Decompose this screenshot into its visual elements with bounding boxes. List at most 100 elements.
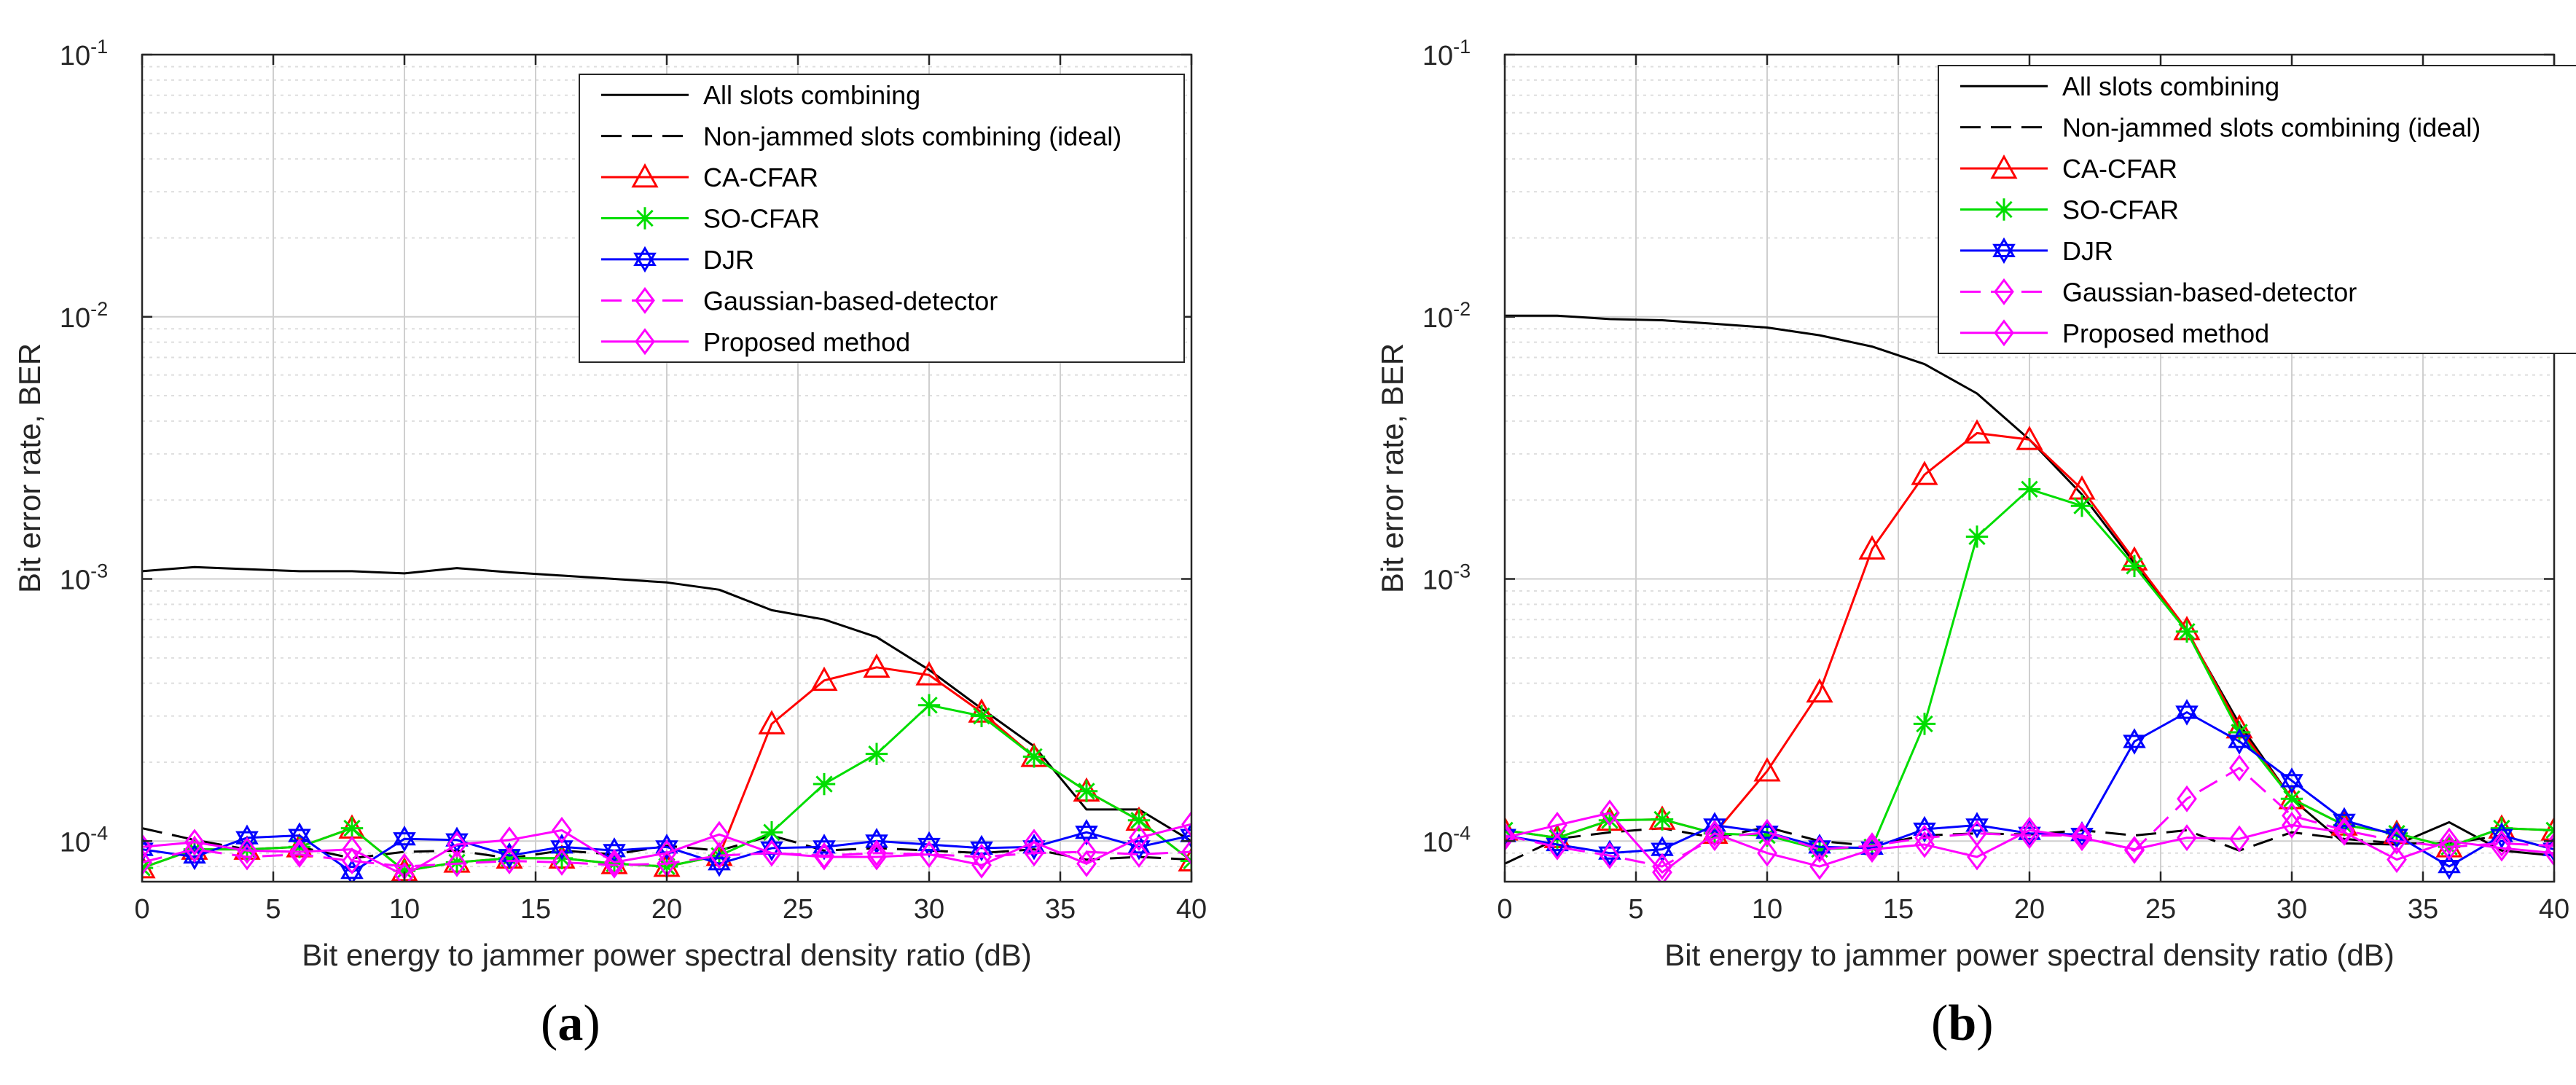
chart-a-series-4-marker-down xyxy=(865,834,888,855)
chart-a-series-3-marker xyxy=(498,847,521,870)
chart-b-series-5-marker xyxy=(2282,802,2302,829)
chart-a-series-4-marker-up xyxy=(1180,822,1191,842)
chart-b-series-5-marker xyxy=(1547,833,1567,861)
chart-b-series-6-marker xyxy=(1547,811,1567,839)
chart-b-series-5-marker xyxy=(1600,842,1620,869)
chart-b-series-5-marker xyxy=(1505,822,1515,850)
chart-a-series-4-marker xyxy=(393,826,416,853)
chart-a-legend-marker-5 xyxy=(635,286,655,314)
chart-b-series-3-marker xyxy=(1965,525,1989,548)
chart-b-series-4-marker-up xyxy=(2333,807,2356,827)
chart-b-series-2-marker xyxy=(2016,426,2043,450)
chart-b-series-3-marker xyxy=(1808,838,1831,861)
chart-b-series-4-marker-up xyxy=(2438,853,2461,874)
chart-a-series-3-marker xyxy=(970,705,993,727)
chart-a-series-layer xyxy=(142,565,1191,882)
chart-a-series-6-marker xyxy=(1076,850,1097,877)
chart-a-x-tick-label: 40 xyxy=(1176,894,1207,925)
chart-a-series-4-marker-down xyxy=(393,832,416,853)
chart-a-y-tick-exp: -1 xyxy=(90,36,108,58)
chart-b-series-2-marker xyxy=(1963,419,1991,444)
chart-a-series-4-marker-up xyxy=(1075,819,1098,839)
chart-b-series-5 xyxy=(1505,754,2554,880)
chart-b-legend-marker-4-down xyxy=(1992,243,2016,265)
chart-a-series-6-marker xyxy=(447,831,467,858)
chart-b-legend: All slots combining Non-jammed slots comb… xyxy=(1938,65,2576,354)
chart-a-series-4-marker-up xyxy=(235,824,259,845)
chart-b-series-4-marker-down xyxy=(2228,735,2251,755)
chart-b-series-6-line xyxy=(1505,812,2554,874)
chart-b-series-4-marker xyxy=(2175,699,2199,726)
chart-a-series-4-marker-down xyxy=(708,857,731,877)
chart-b-y-tick-base: 10 xyxy=(1422,303,1453,334)
chart-b-series-4-marker-down xyxy=(2280,774,2303,794)
chart-b-series-4-marker-down xyxy=(2438,860,2461,880)
chart-a-series-3-marker xyxy=(340,817,364,839)
chart-a-legend-marker-4-down xyxy=(633,252,657,273)
chart-b-series-4-marker-down xyxy=(2333,813,2356,834)
chart-b-series-3-marker xyxy=(2280,788,2303,810)
caption-b: (b) xyxy=(1931,995,1994,1053)
chart-b-series-4-marker-up xyxy=(2228,728,2251,748)
chart-b-series-4-marker-up xyxy=(2175,699,2199,719)
chart-a-series-6-marker xyxy=(604,848,625,876)
chart-b-series-6-marker xyxy=(2282,811,2302,839)
chart-b-series-4-marker-up xyxy=(1965,812,1989,832)
chart-b-y-axis-label: Bit error rate, BER xyxy=(1375,343,1409,593)
chart-b-series-6-marker xyxy=(1967,843,1987,871)
chart-a-y-tick-base: 10 xyxy=(60,303,90,334)
caption-b-letter: b xyxy=(1948,995,1977,1051)
chart-a-series-4-marker-down xyxy=(1180,829,1191,849)
chart-a-series-5-marker xyxy=(447,850,467,877)
chart-a-series-4-marker-up xyxy=(393,826,416,846)
chart-a-series-2-marker xyxy=(810,666,838,692)
chart-b-legend-label-4: DJR xyxy=(2062,236,2113,266)
chart-a-series-6-marker xyxy=(657,839,677,867)
chart-a-x-tick-label: 25 xyxy=(783,894,813,925)
chart-a-series-5-marker xyxy=(342,847,362,875)
chart-a-series-3-marker xyxy=(393,859,416,882)
chart-a-series-4-marker xyxy=(1075,819,1098,846)
chart-a-series-6-marker xyxy=(342,836,362,863)
chart-b-series-2-marker xyxy=(1858,535,1886,560)
chart-a-series-6-marker xyxy=(1024,829,1044,856)
chart-a-legend-label-3: SO-CFAR xyxy=(703,204,820,234)
chart-a-series-4-marker xyxy=(603,837,626,864)
chart-b-series-5-marker xyxy=(1809,836,1830,863)
chart-a-series-6-marker xyxy=(709,820,729,848)
chart-a-series-1-line xyxy=(142,827,1191,861)
chart-b-legend-marker-3 xyxy=(1992,198,2016,221)
chart-a-y-axis-label: Bit error rate, BER xyxy=(12,343,47,593)
chart-b-y-tick-label: 10-4 xyxy=(1422,822,1471,858)
chart-b-series-5-marker xyxy=(2229,754,2250,782)
chart-a-legend-marker-4-up xyxy=(633,246,657,266)
chart-a-series-5-marker xyxy=(1129,840,1149,868)
chart-b-series-6-marker xyxy=(2019,816,2040,844)
chart-b-series-3-marker xyxy=(1755,824,1779,847)
chart-a-y-tick-base: 10 xyxy=(60,41,90,71)
chart-a-series-3-marker xyxy=(708,845,731,867)
chart-b-series-3-marker xyxy=(2070,495,2094,517)
chart-a-x-tick-label: 0 xyxy=(134,894,149,925)
chart-a-series-6-marker xyxy=(1181,810,1191,838)
caption-a-open: ( xyxy=(541,995,558,1051)
chart-b-y-tick-exp: -1 xyxy=(1453,36,1471,58)
chart-b-series-6-marker xyxy=(2072,824,2092,852)
chart-a-series-5-marker xyxy=(971,843,992,871)
chart-a-y-tick-base: 10 xyxy=(60,565,90,596)
chart-b-series-5-marker xyxy=(1757,818,1777,846)
chart-b-legend-label-6: Proposed method xyxy=(2062,318,2269,348)
chart-a-ticks xyxy=(141,53,1193,882)
chart-b-series-4-marker-up xyxy=(2280,767,2303,788)
chart-a-series-5-marker xyxy=(552,848,572,876)
chart-b-series-2-marker xyxy=(1911,461,1938,485)
chart-a-series-6-marker xyxy=(394,861,415,882)
chart-b-legend-label-1: Non-jammed slots combining (ideal) xyxy=(2062,113,2481,143)
chart-b-series-5-marker xyxy=(1862,832,1882,860)
chart-a-legend-label-6: Proposed method xyxy=(703,327,910,357)
chart-b-series-3-marker xyxy=(1598,809,1621,831)
chart-a-y-tick-label: 10-1 xyxy=(60,36,108,71)
chart-b-x-tick-label: 20 xyxy=(2014,894,2045,925)
chart-a-legend-label-1: Non-jammed slots combining (ideal) xyxy=(703,122,1121,152)
chart-b-y-tick-exp: -2 xyxy=(1453,298,1471,320)
